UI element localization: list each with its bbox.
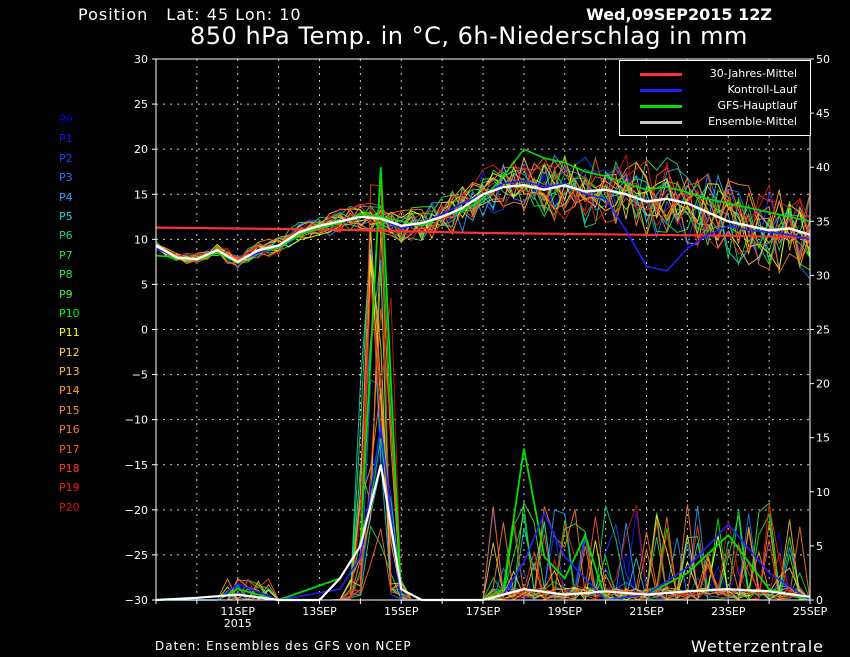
y-right-tick-label: 40 — [816, 161, 830, 174]
member-temperature-line — [155, 165, 811, 260]
member-label: P4 — [59, 190, 73, 204]
member-temperature-line — [155, 159, 811, 261]
x-tick-label: 11SEP — [220, 605, 255, 618]
y-left-tick-label: 20 — [134, 143, 148, 156]
y-left-tick-label: 30 — [134, 53, 148, 66]
member-label: P11 — [59, 326, 80, 340]
member-temperature-line — [155, 159, 811, 260]
x-tick-label: 25SEP — [793, 605, 828, 618]
member-label: P15 — [59, 403, 80, 417]
legend-label: Kontroll-Lauf — [727, 83, 798, 96]
y-right-tick-label: 25 — [816, 324, 830, 337]
x-tick-label: 17SEP — [466, 605, 501, 618]
y-right-tick-label: 45 — [816, 107, 830, 120]
legend-swatch — [640, 105, 682, 108]
ensemble-mean-precip-line — [155, 464, 811, 602]
y-left-tick-label: −15 — [125, 459, 148, 472]
member-precip-line — [156, 230, 811, 601]
legend-entry: GFS-Hauptlauf — [640, 99, 805, 115]
legend-entry: Kontroll-Lauf — [640, 83, 805, 99]
y-right-tick-label: 20 — [816, 378, 830, 391]
grid-lines — [156, 59, 810, 600]
y-right-tick-label: 15 — [816, 432, 830, 445]
legend-entry: 30-Jahres-Mittel — [640, 67, 805, 83]
y-left-tick-label: 5 — [141, 278, 148, 291]
x-tick-label: 21SEP — [629, 605, 664, 618]
y-right-tick-label: 30 — [816, 269, 830, 282]
member-label: P0 — [59, 113, 73, 126]
member-label: P7 — [59, 248, 73, 262]
member-label: P20 — [59, 500, 80, 514]
x-tick-sublabel: 2015 — [224, 617, 252, 630]
member-temperature-line — [155, 159, 811, 261]
member-precip-line — [156, 279, 811, 601]
y-left-tick-label: −5 — [132, 369, 148, 382]
data-source: Daten: Ensembles des GFS von NCEP — [155, 639, 412, 653]
y-left-tick-label: −10 — [125, 414, 148, 427]
x-tick-label: 23SEP — [711, 605, 746, 618]
member-temperature-line — [155, 153, 811, 268]
legend-label: 30-Jahres-Mittel — [709, 67, 797, 80]
member-label: P16 — [59, 423, 80, 437]
x-tick-label: 19SEP — [547, 605, 582, 618]
legend-label: Ensemble-Mittel — [708, 115, 797, 128]
legend-swatch — [640, 89, 682, 92]
y-left-tick-label: 0 — [141, 324, 148, 337]
member-label: P12 — [59, 345, 80, 359]
run-date: Wed,09SEP2015 12Z — [586, 5, 772, 24]
y-right-tick-label: 10 — [816, 486, 830, 499]
y-left-tick-label: −30 — [125, 594, 148, 607]
member-label: P19 — [59, 481, 80, 495]
climate-mean-line — [155, 226, 811, 239]
member-temperature-line — [155, 155, 811, 271]
legend-entry: Ensemble-Mittel — [640, 115, 805, 131]
y-right-tick-label: 5 — [816, 540, 823, 553]
position-readout: Position Lat: 45 Lon: 10 — [78, 5, 302, 24]
member-label: P10 — [59, 306, 80, 320]
legend-swatch — [640, 121, 682, 124]
axis-ticks: 302520151050−5−10−15−20−25−3050454035302… — [125, 53, 830, 630]
legend-swatch — [640, 73, 682, 76]
y-left-tick-label: 25 — [134, 98, 148, 111]
gfs-precip-line — [156, 167, 811, 601]
member-label: P5 — [59, 209, 73, 223]
y-left-tick-label: 15 — [134, 188, 148, 201]
member-label: P14 — [59, 384, 80, 398]
position-coords: Lat: 45 Lon: 10 — [166, 5, 302, 24]
y-right-tick-label: 50 — [816, 53, 830, 66]
member-label: P1 — [59, 132, 73, 146]
y-left-tick-label: 10 — [134, 233, 148, 246]
x-tick-label: 15SEP — [384, 605, 419, 618]
member-label: P6 — [59, 229, 73, 243]
legend-label: GFS-Hauptlauf — [717, 99, 797, 112]
y-left-tick-label: −20 — [125, 504, 148, 517]
member-precip-line — [156, 259, 811, 601]
member-label: P17 — [59, 442, 80, 456]
control-precip-line — [156, 426, 811, 601]
member-precip-line — [156, 184, 811, 601]
member-label: P9 — [59, 287, 73, 301]
position-label: Position — [78, 5, 149, 24]
y-right-tick-label: 0 — [816, 594, 823, 607]
member-label: P3 — [59, 171, 73, 185]
y-left-tick-label: −25 — [125, 549, 148, 562]
member-label: P2 — [59, 151, 73, 165]
brand-label: Wetterzentrale — [690, 637, 824, 656]
ensemble-mean-temperature-line — [155, 183, 811, 264]
x-tick-label: 13SEP — [302, 605, 337, 618]
legend: 30-Jahres-Mittel Kontroll-Lauf GFS-Hauptla… — [619, 60, 811, 136]
y-right-tick-label: 35 — [816, 215, 830, 228]
member-label: P18 — [59, 462, 80, 476]
member-label: P8 — [59, 268, 73, 282]
member-list: P0 P1 P2 P3 P4 P5 P6 P7 P8 P9 P10 P11 P12 P13 P14 P15 P1… — [59, 110, 80, 517]
chart-title: 850 hPa Temp. in °C, 6h-Niederschlag in … — [190, 22, 748, 50]
member-label: P13 — [59, 365, 80, 379]
